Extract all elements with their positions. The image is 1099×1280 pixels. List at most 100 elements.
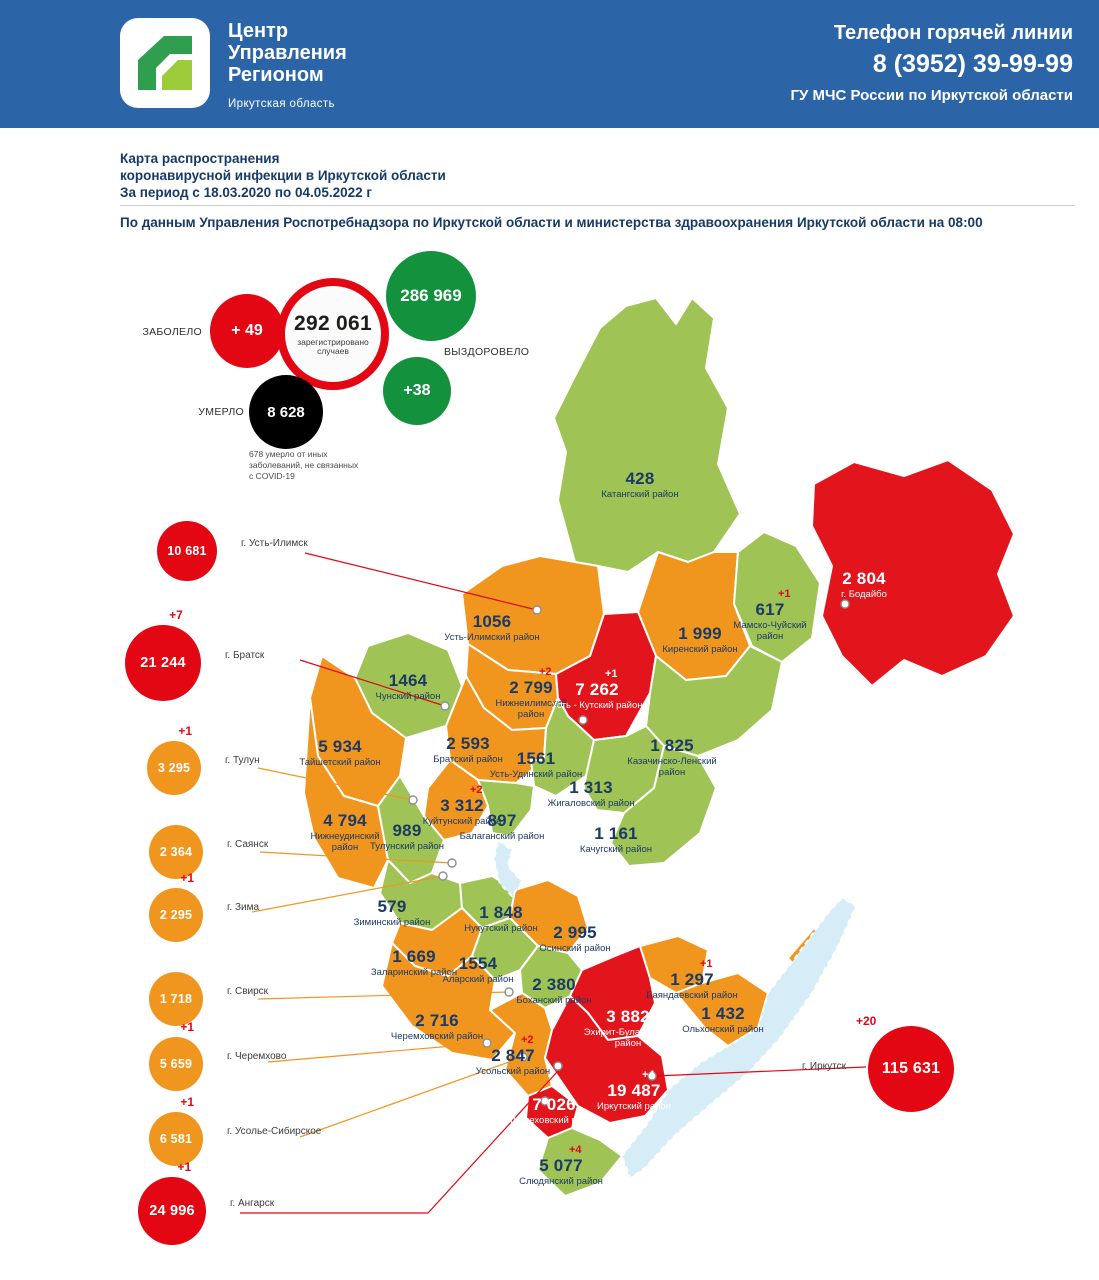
map-title-line3: За период с 18.03.2020 по 04.05.2022 г — [120, 185, 372, 200]
bratsk-reservoir-shape — [493, 839, 523, 897]
leader-line-usolye — [299, 1056, 524, 1138]
city-badge-angarsk: +1 24 996 г. Ангарск — [138, 1160, 274, 1245]
city-name: г. Зима — [227, 902, 260, 913]
hotline-block: Телефон горячей линии 8 (3952) 39-99-99 … — [791, 22, 1073, 104]
city-delta: +1 — [177, 1160, 192, 1174]
city-delta: +1 — [180, 1095, 194, 1109]
city-badge-svirsk: 1 718 г. Свирск — [149, 972, 268, 1026]
city-name: г. Ангарск — [230, 1198, 275, 1209]
district-bokhansky — [519, 945, 583, 1009]
city-marker-dot — [647, 1071, 657, 1081]
recovered-label: ВЫЗДОРОВЕЛО — [444, 346, 530, 358]
infected-delta-value: + 49 — [231, 322, 263, 339]
map-title: Карта распространения коронавирусной инф… — [120, 150, 446, 201]
header-bar: Центр Управления Регионом Иркутская обла… — [0, 0, 1099, 128]
city-badge-cheremkhovo: +1 5 659 г. Черемхово — [149, 1020, 286, 1091]
city-delta: +1 — [180, 1020, 194, 1034]
district-katangsky — [553, 297, 741, 573]
district-nizhneudinsky — [303, 697, 389, 889]
city-badge-irkutsk: +20 115 631 г. Иркутск — [802, 1014, 954, 1112]
city-name: г. Свирск — [227, 986, 269, 997]
city-marker-dot — [504, 987, 514, 997]
district-kachugsky — [610, 745, 717, 867]
city-marker-dot — [518, 1052, 528, 1062]
deaths-note: 678 умерло от иных заболеваний, не связа… — [249, 449, 359, 481]
org-name-line1: Центр — [228, 20, 289, 42]
map-title-line2: коронавирусной инфекции в Иркутской обла… — [120, 168, 446, 183]
total-cases-circle: 292 061 зарегистрировано случаев — [277, 278, 389, 390]
title-separator — [120, 205, 1075, 206]
district-usolsky — [489, 992, 553, 1097]
city-marker-dot — [447, 858, 457, 868]
city-delta: +7 — [169, 608, 183, 622]
city-delta: +1 — [180, 871, 194, 885]
lake-baikal-shape — [621, 897, 857, 1179]
recovered-circle: 286 969 — [386, 251, 476, 341]
city-name: г. Тулун — [225, 755, 260, 766]
org-region: Иркутская область — [228, 98, 335, 110]
city-marker-dot — [440, 701, 450, 711]
city-badge-bratsk: +7 21 244 г. Братск — [125, 608, 264, 701]
city-name: г. Братск — [225, 650, 265, 661]
district-irkutsky — [544, 995, 669, 1124]
leader-line-tulun — [257, 767, 414, 801]
city-name: г. Иркутск — [801, 1061, 846, 1072]
district-slyudyansky — [537, 1127, 623, 1197]
city-badge-zima: +1 2 295 г. Зима — [149, 871, 259, 942]
city-value: 5 659 — [159, 1057, 193, 1071]
city-marker-dot — [408, 795, 418, 805]
leader-line-bratsk — [299, 659, 446, 707]
district-ust-udinsky — [530, 697, 595, 797]
city-name: г. Усолье-Сибирское — [227, 1126, 322, 1137]
recovered-delta-value: +38 — [403, 382, 431, 399]
city-value: 10 681 — [167, 544, 207, 558]
city-badge-tulun: +1 3 295 г. Тулун — [147, 724, 260, 795]
city-marker-dot — [553, 1061, 563, 1071]
hotline-phone: 8 (3952) 39-99-99 — [872, 50, 1073, 78]
data-source-note: По данным Управления Роспотребнадзора по… — [120, 215, 983, 230]
recovered-value: 286 969 — [400, 286, 462, 305]
deaths-label: УМЕРЛО — [198, 406, 244, 418]
org-name: Центр Управления Регионом Иркутская обла… — [228, 20, 347, 115]
city-marker-dot — [532, 605, 542, 615]
city-marker-dot — [540, 1096, 550, 1106]
city-value: 2 295 — [159, 908, 193, 922]
district-balagansky — [477, 779, 535, 837]
city-value: 21 244 — [140, 655, 186, 671]
deaths-value: 8 628 — [267, 403, 305, 421]
total-cases-caption: зарегистрировано случаев — [297, 336, 369, 356]
city-value: 24 996 — [149, 1203, 195, 1219]
city-value: 2 364 — [159, 845, 193, 859]
leader-line-zima — [251, 875, 444, 913]
infected-label: ЗАБОЛЕЛО — [142, 326, 202, 338]
hotline-title: Телефон горячей линии — [833, 22, 1073, 44]
infected-delta-circle: + 49 — [210, 294, 284, 368]
deaths-circle: 8 628 — [249, 375, 323, 449]
city-marker-dot — [438, 871, 448, 881]
city-badge-usolye-sibirskoe: +1 6 581 г. Усолье-Сибирское — [149, 1095, 321, 1166]
org-logo — [120, 18, 210, 108]
city-marker-dot — [578, 715, 588, 725]
city-value: 115 631 — [881, 1060, 941, 1077]
city-value: 6 581 — [159, 1132, 193, 1146]
city-delta: +20 — [856, 1014, 877, 1028]
city-delta: +1 — [178, 724, 192, 738]
district-mamsko-chuysky — [733, 531, 821, 663]
leader-line-irkutsk — [654, 1066, 867, 1077]
map-title-line1: Карта распространения — [120, 151, 280, 166]
org-name-line3: Регионом — [228, 64, 324, 86]
recovered-delta-circle: +38 — [383, 357, 451, 425]
leader-line-ust-ilimsk — [304, 552, 538, 611]
total-cases-value: 292 061 — [293, 311, 372, 335]
logo-mark-icon — [138, 36, 192, 90]
org-name-line2: Управления — [228, 42, 347, 64]
city-name: г. Саянск — [227, 839, 269, 850]
city-badge-ust-ilimsk: 10 681 г. Усть-Илимск — [157, 521, 308, 581]
hotline-org: ГУ МЧС России по Иркутской области — [790, 87, 1073, 104]
district-bodaybo — [811, 459, 1015, 687]
city-marker-dot — [840, 599, 850, 609]
leader-line-svirsk — [257, 991, 510, 1000]
city-marker-dot — [482, 1038, 492, 1048]
